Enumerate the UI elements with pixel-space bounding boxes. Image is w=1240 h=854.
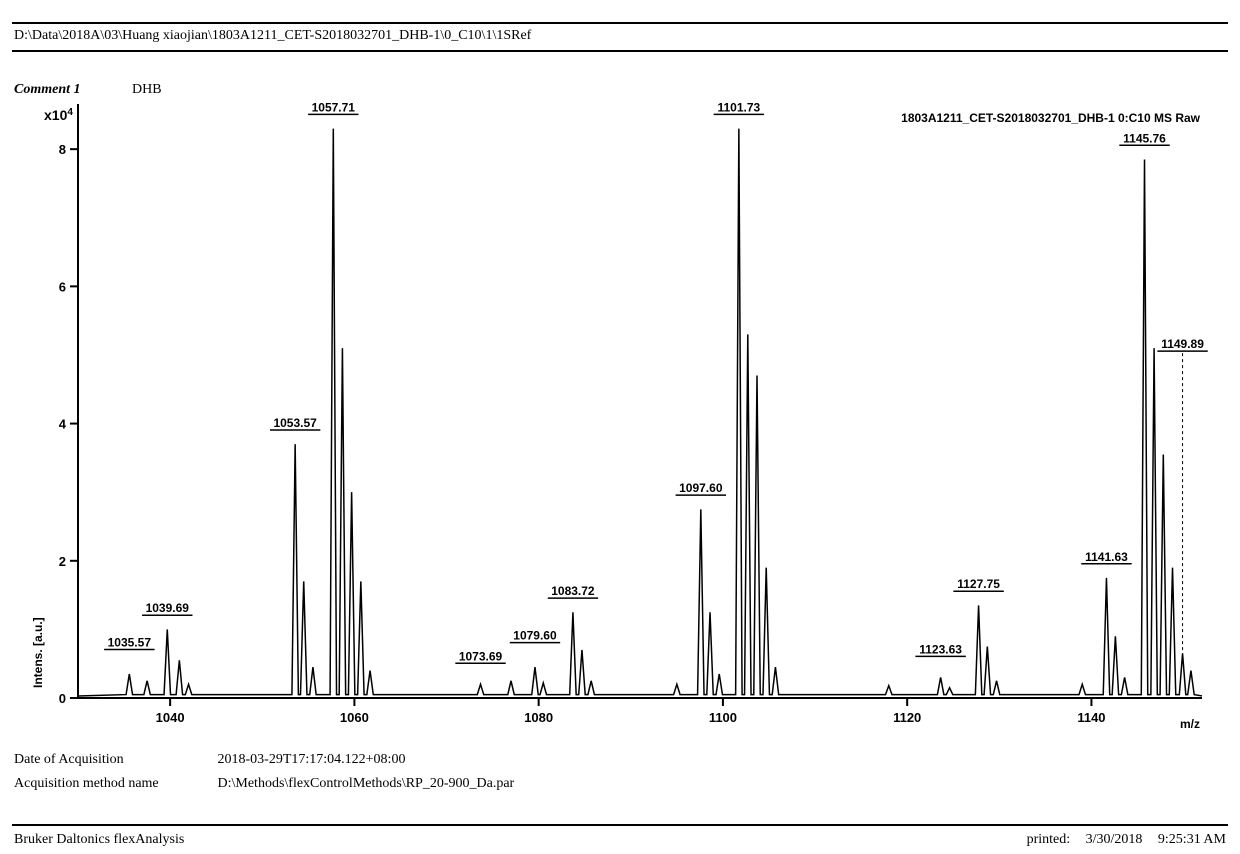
svg-text:0: 0 (59, 691, 66, 706)
svg-text:1097.60: 1097.60 (679, 481, 723, 495)
top-rule (12, 22, 1228, 24)
header-rule (12, 50, 1228, 52)
svg-text:1145.76: 1145.76 (1123, 131, 1166, 145)
svg-text:1123.63: 1123.63 (919, 642, 962, 656)
comment-label: Comment 1 (14, 82, 81, 98)
svg-text:m/z: m/z (1180, 717, 1200, 731)
svg-text:8: 8 (59, 142, 66, 157)
svg-text:1073.69: 1073.69 (459, 649, 503, 663)
footer-printed-date: 3/30/2018 (1086, 832, 1143, 847)
spectrum-svg: 0 2 4 6 8 1040 1060 1080 1100 1120 1140 Intens. [a.… (30, 102, 1222, 738)
svg-text:Intens. [a.u.]: Intens. [a.u.] (31, 617, 45, 688)
svg-text:1035.57: 1035.57 (108, 636, 152, 650)
svg-text:1083.72: 1083.72 (551, 584, 595, 598)
acquisition-date-row: Date of Acquisition 2018-03-29T17:17:04.… (14, 752, 405, 768)
svg-text:1060: 1060 (340, 710, 369, 725)
svg-text:1079.60: 1079.60 (513, 629, 557, 643)
svg-text:1040: 1040 (156, 710, 185, 725)
svg-text:2: 2 (59, 554, 66, 569)
page: D:\Data\2018A\03\Huang xiaojian\1803A121… (0, 0, 1240, 854)
comment-value: DHB (132, 82, 162, 98)
footer-printed-time: 9:25:31 AM (1158, 832, 1226, 847)
svg-text:1039.69: 1039.69 (146, 601, 190, 615)
footer-software: Bruker Daltonics flexAnalysis (14, 832, 184, 848)
svg-text:1080: 1080 (524, 710, 553, 725)
svg-text:x104: x104 (44, 107, 73, 124)
svg-text:1120: 1120 (893, 710, 921, 725)
svg-text:1141.63: 1141.63 (1085, 550, 1128, 564)
acquisition-date-label: Date of Acquisition (14, 752, 214, 768)
svg-text:1101.73: 1101.73 (717, 102, 760, 114)
svg-text:1803A1211_CET-S2018032701_DHB-: 1803A1211_CET-S2018032701_DHB-1 0:C10 MS… (901, 111, 1201, 125)
svg-text:1053.57: 1053.57 (273, 416, 317, 430)
footer-rule (12, 824, 1228, 826)
svg-text:4: 4 (59, 417, 67, 432)
acquisition-date-value: 2018-03-29T17:17:04.122+08:00 (218, 752, 406, 767)
svg-text:1057.71: 1057.71 (312, 102, 356, 114)
svg-text:1149.89: 1149.89 (1161, 337, 1204, 351)
method-row: Acquisition method name D:\Methods\flexC… (14, 776, 514, 792)
file-path: D:\Data\2018A\03\Huang xiaojian\1803A121… (14, 28, 531, 44)
method-label: Acquisition method name (14, 776, 214, 792)
spectrum-chart: 0 2 4 6 8 1040 1060 1080 1100 1120 1140 Intens. [a.… (30, 102, 1222, 738)
footer-printed: printed: 3/30/2018 9:25:31 AM (1015, 832, 1226, 848)
svg-text:1127.75: 1127.75 (957, 577, 1000, 591)
svg-text:6: 6 (59, 279, 66, 294)
footer-printed-label: printed: (1027, 832, 1071, 847)
svg-text:1140: 1140 (1077, 710, 1105, 725)
method-value: D:\Methods\flexControlMethods\RP_20-900_… (218, 776, 515, 791)
svg-text:1100: 1100 (709, 710, 737, 725)
